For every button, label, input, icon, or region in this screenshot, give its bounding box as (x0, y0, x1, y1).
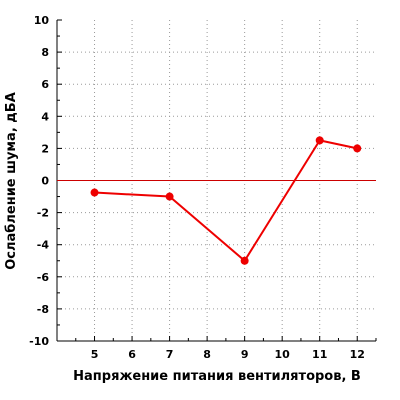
y-tick-label: 10 (34, 14, 50, 27)
x-tick-label: 5 (91, 348, 99, 361)
y-tick-label: 4 (41, 110, 49, 123)
data-point (353, 144, 362, 153)
y-tick-label: -6 (37, 271, 50, 284)
tick-labels: 10 8 6 4 2 0 -2 -4 -6 -8 -10 5 6 7 8 9 10 11 12 (29, 14, 365, 361)
y-axis-title: Ослабление шума, дБА (4, 92, 19, 270)
data-point (90, 188, 99, 197)
x-tick-label: 9 (241, 348, 249, 361)
x-tick-label: 6 (128, 348, 136, 361)
y-tick-label: -2 (37, 207, 49, 220)
x-tick-label: 12 (350, 348, 365, 361)
x-tick-label: 7 (166, 348, 174, 361)
x-tick-label: 10 (275, 348, 291, 361)
x-tick-label: 8 (203, 348, 211, 361)
y-tick-label: -4 (37, 239, 50, 252)
data-point (240, 256, 249, 265)
series-layer (90, 136, 362, 265)
y-tick-label: -10 (29, 335, 49, 348)
y-tick-label: -8 (37, 303, 49, 316)
x-axis-title: Напряжение питания вентиляторов, В (73, 369, 361, 384)
x-tick-label: 11 (312, 348, 327, 361)
data-point (315, 136, 324, 145)
series-line (94, 139, 358, 262)
y-tick-label: 0 (41, 175, 49, 188)
y-tick-label: 8 (41, 46, 49, 59)
y-tick-label: 2 (41, 142, 49, 155)
y-tick-label: 6 (41, 78, 49, 91)
data-point (165, 192, 174, 201)
